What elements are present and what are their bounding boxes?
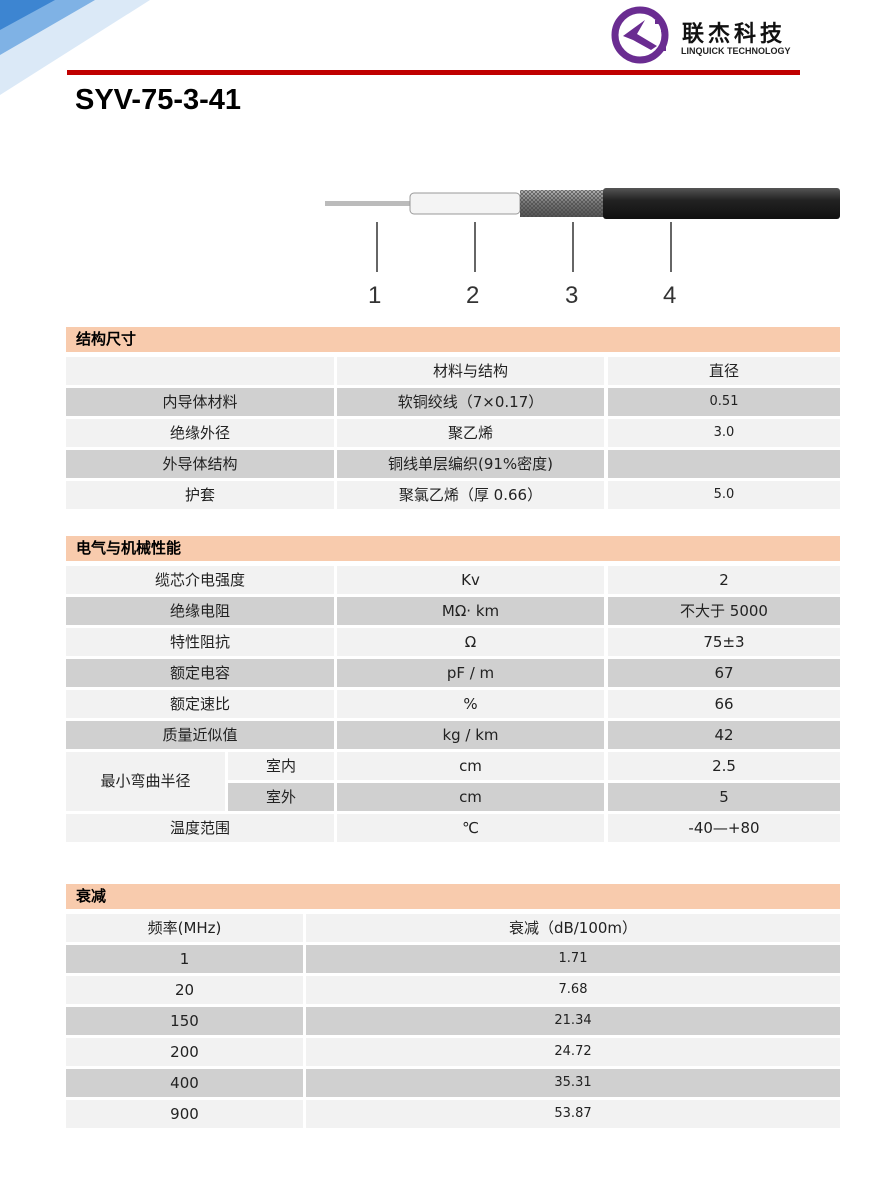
table-cell xyxy=(608,450,840,478)
table-cell: 1.71 xyxy=(306,945,840,973)
table-cell: ℃ xyxy=(337,814,604,842)
table-cell: Kv xyxy=(337,566,604,594)
header-divider xyxy=(67,70,800,75)
table-cell: 35.31 xyxy=(306,1069,840,1097)
table-cell: 铜线单层编织(91%密度) xyxy=(337,450,604,478)
table-cell: 42 xyxy=(608,721,840,749)
callout-4: 4 xyxy=(663,282,677,309)
table-cell: 2 xyxy=(608,566,840,594)
table-cell: pF / m xyxy=(337,659,604,687)
table-header-cell: 材料与结构 xyxy=(337,357,604,385)
table-header-cell xyxy=(66,357,334,385)
table-cell: 0.51 xyxy=(608,388,840,416)
table-cell: 67 xyxy=(608,659,840,687)
table-cell: 聚乙烯 xyxy=(337,419,604,447)
table-cell: MΩ· km xyxy=(337,597,604,625)
table-cell: 额定速比 xyxy=(66,690,334,718)
table-cell: -40—+80 xyxy=(608,814,840,842)
table-cell: 不大于 5000 xyxy=(608,597,840,625)
table-cell: 400 xyxy=(66,1069,303,1097)
table-cell: kg / km xyxy=(337,721,604,749)
table-cell: 护套 xyxy=(66,481,334,509)
table-cell: cm xyxy=(337,752,604,780)
table-cell: 75±3 xyxy=(608,628,840,656)
logo-text-en: LINQUICK TECHNOLOGY xyxy=(681,46,791,56)
table-header-cell: 直径 xyxy=(608,357,840,385)
table-cell: 1 xyxy=(66,945,303,973)
table-cell: 2.5 xyxy=(608,752,840,780)
table-cell: 3.0 xyxy=(608,419,840,447)
table-cell: 软铜绞线（7×0.17） xyxy=(337,388,604,416)
table-cell: 温度范围 xyxy=(66,814,334,842)
cable-diagram xyxy=(325,188,840,272)
table-cell: 24.72 xyxy=(306,1038,840,1066)
table-cell: 聚氯乙烯（厚 0.66） xyxy=(337,481,604,509)
section-electrical-heading: 电气与机械性能 xyxy=(66,536,840,561)
table-cell: 53.87 xyxy=(306,1100,840,1128)
table-cell: 额定电容 xyxy=(66,659,334,687)
table-cell: 室外 xyxy=(228,783,334,811)
table-header-cell: 衰减（dB/100m） xyxy=(306,914,840,942)
table-cell: 66 xyxy=(608,690,840,718)
corner-decoration xyxy=(0,0,150,95)
table-cell: 绝缘电阻 xyxy=(66,597,334,625)
table-cell: % xyxy=(337,690,604,718)
callout-3: 3 xyxy=(565,282,579,309)
logo-text-cn: 联杰科技 xyxy=(682,22,787,47)
callout-1: 1 xyxy=(368,282,382,309)
callout-2: 2 xyxy=(466,282,480,309)
table-cell: 5.0 xyxy=(608,481,840,509)
table-cell: 150 xyxy=(66,1007,303,1035)
table-cell: Ω xyxy=(337,628,604,656)
table-cell: 外导体结构 xyxy=(66,450,334,478)
table-cell: 内导体材料 xyxy=(66,388,334,416)
section-attenuation-heading: 衰减 xyxy=(66,884,840,909)
table-cell: 最小弯曲半径 xyxy=(66,752,225,811)
logo-icon xyxy=(611,6,669,64)
table-cell: 21.34 xyxy=(306,1007,840,1035)
table-cell: 特性阻抗 xyxy=(66,628,334,656)
section-structure-heading: 结构尺寸 xyxy=(66,327,840,352)
table-cell: 绝缘外径 xyxy=(66,419,334,447)
table-cell: 缆芯介电强度 xyxy=(66,566,334,594)
table-cell: 7.68 xyxy=(306,976,840,1004)
page-title: SYV-75-3-41 xyxy=(75,84,242,116)
table-cell: 室内 xyxy=(228,752,334,780)
table-cell: 900 xyxy=(66,1100,303,1128)
table-cell: cm xyxy=(337,783,604,811)
table-header-cell: 频率(MHz) xyxy=(66,914,303,942)
table-cell: 20 xyxy=(66,976,303,1004)
table-cell: 质量近似值 xyxy=(66,721,334,749)
table-cell: 200 xyxy=(66,1038,303,1066)
table-cell: 5 xyxy=(608,783,840,811)
